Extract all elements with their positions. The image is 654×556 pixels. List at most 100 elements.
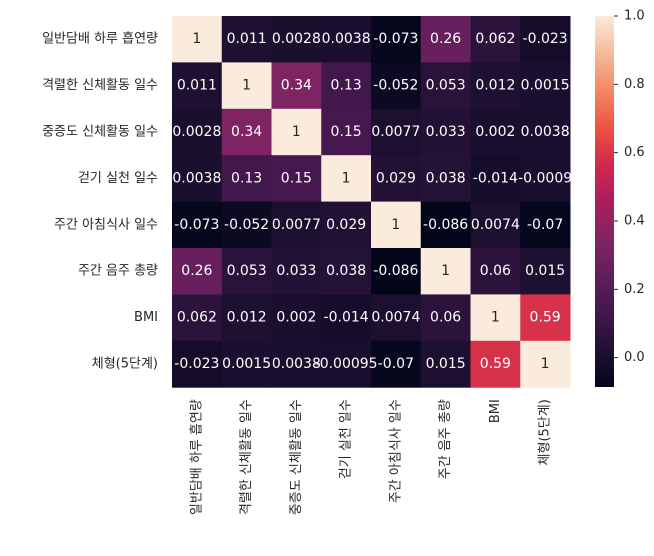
heatmap-cell-5-0 — [172, 248, 223, 295]
heatmap-cell-4-7 — [520, 201, 571, 249]
cell-annotation-0-3: 0.0038 — [322, 31, 371, 47]
row-label-7: 체형(5단계) — [92, 357, 158, 372]
colorbar-tick-label-4: 0.8 — [624, 77, 645, 92]
cell-annotation-6-6: 1 — [491, 310, 500, 326]
cell-annotation-6-1: 0.012 — [227, 310, 267, 326]
cell-annotation-1-2: 0.34 — [281, 78, 312, 94]
cell-annotation-5-4: -0.086 — [373, 263, 418, 279]
cell-annotation-0-6: 0.062 — [475, 31, 515, 47]
cell-annotation-2-3: 0.15 — [331, 124, 362, 140]
heatmap-cell-1-2 — [271, 62, 322, 110]
heatmap-cell-4-3 — [321, 201, 372, 249]
col-label-2: 중증도 신체활동 일수 — [289, 399, 304, 515]
cell-annotation-7-7: 1 — [541, 356, 550, 372]
heatmap-cell-0-1 — [221, 16, 272, 63]
cell-annotation-4-2: 0.0077 — [272, 217, 321, 233]
heatmap-cell-4-6 — [470, 201, 521, 249]
cell-annotation-7-5: 0.015 — [426, 356, 466, 372]
col-label-1: 격렬한 신체활동 일수 — [239, 399, 254, 515]
cell-annotation-3-3: 1 — [342, 170, 351, 186]
col-label-7: 체형(5단계) — [538, 399, 553, 465]
cell-annotation-4-5: -0.086 — [423, 217, 468, 233]
cell-annotation-0-5: 0.26 — [430, 31, 461, 47]
cell-annotation-6-3: -0.014 — [324, 310, 369, 326]
x-axis-tick-labels: 일반담배 하루 흡연량 격렬한 신체활동 일수 중증도 신체활동 일수 걷기 실천 일… — [189, 399, 552, 515]
heatmap-cell-2-2 — [271, 108, 322, 156]
cell-annotation-3-1: 0.13 — [231, 170, 262, 186]
cell-annotation-5-2: 0.033 — [276, 263, 316, 279]
heatmap-cell-3-3 — [321, 155, 372, 203]
heatmap-cell-3-4 — [371, 155, 422, 203]
heatmap-cell-5-3 — [321, 248, 372, 295]
heatmap-cell-7-5 — [420, 340, 471, 388]
heatmap-annotations: 1 0.011 0.0028 0.0038 -0.073 0.26 0.062 -0.023 0… — [172, 31, 572, 372]
heatmap-cell-2-7 — [520, 108, 571, 156]
cell-annotation-1-7: 0.0015 — [521, 78, 570, 94]
cell-annotation-7-6: 0.59 — [480, 356, 511, 372]
heatmap-cell-0-3 — [321, 16, 372, 63]
col-label-5: 주간 음주 총량 — [438, 399, 453, 479]
cell-annotation-3-7: -0.0009 — [518, 170, 572, 186]
heatmap-cell-3-5 — [420, 155, 471, 203]
heatmap-cell-5-6 — [470, 248, 521, 295]
colorbar-tick-label-5: 1.0 — [624, 9, 645, 24]
heatmap-cell-3-0 — [172, 155, 223, 203]
colorbar-ticks: 0.0 0.2 0.4 0.6 0.8 1.0 — [614, 9, 645, 365]
heatmap-cell-3-1 — [221, 155, 272, 203]
heatmap-cell-6-1 — [221, 294, 272, 342]
heatmap-cell-4-5 — [420, 201, 471, 249]
heatmap-cell-6-2 — [271, 294, 322, 342]
heatmap-cell-5-4 — [371, 248, 422, 295]
heatmap-cell-6-6 — [470, 294, 521, 342]
heatmap-cell-7-7 — [520, 340, 571, 388]
cell-annotation-2-0: 0.0028 — [172, 124, 221, 140]
heatmap-cell-1-1 — [221, 62, 272, 110]
heatmap-cell-3-7 — [520, 155, 571, 203]
heatmap-cell-0-0 — [172, 16, 223, 63]
colorbar-tick-label-3: 0.6 — [624, 145, 645, 160]
cell-annotation-4-7: -0.07 — [527, 217, 563, 233]
cell-annotation-7-0: -0.023 — [174, 356, 219, 372]
heatmap-cell-1-6 — [470, 62, 521, 110]
row-label-3: 걷기 실천 일수 — [78, 171, 158, 186]
heatmap-cell-4-0 — [172, 201, 223, 249]
cell-annotation-0-0: 1 — [192, 31, 201, 47]
col-label-6: BMI — [488, 399, 503, 423]
cell-annotation-5-6: 0.06 — [480, 263, 511, 279]
row-label-4: 주간 아침식사 일수 — [54, 217, 158, 232]
cell-annotation-7-3: -0.00095 — [315, 356, 378, 372]
heatmap-cell-2-4 — [371, 108, 422, 156]
heatmap-cell-2-6 — [470, 108, 521, 156]
cell-annotation-5-5: 1 — [441, 263, 450, 279]
heatmap-cell-0-7 — [520, 16, 571, 63]
cell-annotation-3-4: 0.029 — [376, 170, 416, 186]
col-label-0: 일반담배 하루 흡연량 — [189, 399, 204, 515]
cell-annotation-4-0: -0.073 — [174, 217, 219, 233]
heatmap-cell-2-1 — [221, 108, 272, 156]
heatmap-cell-7-6 — [470, 340, 521, 388]
cell-annotation-1-0: 0.011 — [177, 78, 217, 94]
heatmap-cells — [172, 16, 571, 388]
heatmap-cell-6-0 — [172, 294, 223, 342]
heatmap-cell-1-4 — [371, 62, 422, 110]
heatmap-cell-5-5 — [420, 248, 471, 295]
cell-annotation-2-7: 0.0038 — [521, 124, 570, 140]
cell-annotation-6-7: 0.59 — [530, 310, 561, 326]
cell-annotation-1-6: 0.012 — [475, 78, 515, 94]
cell-annotation-3-6: -0.014 — [473, 170, 518, 186]
row-label-2: 중증도 신체활동 일수 — [42, 125, 158, 140]
heatmap-cell-2-5 — [420, 108, 471, 156]
cell-annotation-7-4: -0.07 — [378, 356, 414, 372]
heatmap-cell-2-3 — [321, 108, 372, 156]
cell-annotation-1-5: 0.053 — [426, 78, 466, 94]
cell-annotation-2-5: 0.033 — [426, 124, 466, 140]
cell-annotation-5-7: 0.015 — [525, 263, 565, 279]
cell-annotation-7-2: 0.0038 — [272, 356, 321, 372]
row-label-6: BMI — [134, 310, 158, 325]
cell-annotation-3-0: 0.0038 — [172, 170, 221, 186]
heatmap-cell-7-2 — [271, 340, 322, 388]
cell-annotation-0-1: 0.011 — [227, 31, 267, 47]
cell-annotation-2-1: 0.34 — [231, 124, 262, 140]
